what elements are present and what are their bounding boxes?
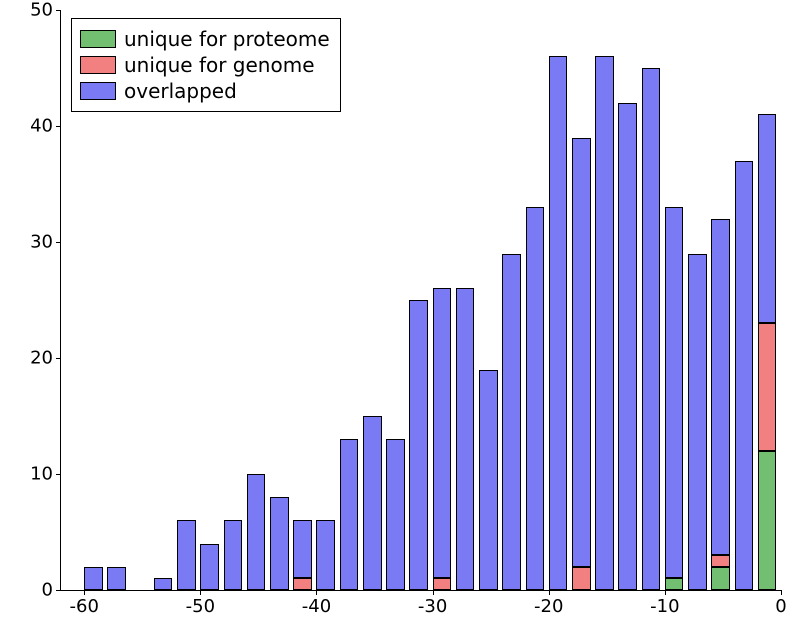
bar-segment-overlap <box>270 497 289 590</box>
bar-segment-overlap <box>247 474 266 590</box>
bar-segment-overlap <box>526 207 545 590</box>
xtick-label: -50 <box>186 590 215 617</box>
bar-segment-overlap <box>84 567 103 590</box>
legend-label: unique for proteome <box>124 27 330 51</box>
bar <box>711 10 730 590</box>
bar-segment-overlap <box>433 288 452 578</box>
xtick-label: -30 <box>418 590 447 617</box>
ytick-label: 40 <box>30 116 61 137</box>
bar-segment-overlap <box>200 544 219 590</box>
bar <box>549 10 568 590</box>
legend: unique for proteome unique for genome ov… <box>71 18 341 112</box>
bar-segment-overlap <box>177 520 196 590</box>
bar-segment-overlap <box>642 68 661 590</box>
legend-label: unique for genome <box>124 53 315 77</box>
bar-segment-genome <box>293 578 312 590</box>
bar-segment-overlap <box>316 520 335 590</box>
bar <box>572 10 591 590</box>
bar-segment-proteome <box>665 578 684 590</box>
legend-item: overlapped <box>80 79 330 103</box>
ytick-label: 30 <box>30 232 61 253</box>
bar <box>363 10 382 590</box>
legend-label: overlapped <box>124 79 237 103</box>
bar-segment-overlap <box>363 416 382 590</box>
bar-segment-overlap <box>572 138 591 567</box>
xtick-label: -10 <box>650 590 679 617</box>
ytick-label: 0 <box>42 580 61 601</box>
bar-segment-overlap <box>340 439 359 590</box>
bar-segment-proteome <box>758 451 777 590</box>
bar-segment-overlap <box>549 56 568 590</box>
bar-segment-overlap <box>502 254 521 590</box>
bar <box>456 10 475 590</box>
bar-segment-overlap <box>735 161 754 590</box>
bar <box>340 10 359 590</box>
bar-segment-overlap <box>711 219 730 555</box>
bar-segment-overlap <box>665 207 684 578</box>
bar <box>386 10 405 590</box>
bar <box>642 10 661 590</box>
bar-segment-overlap <box>154 578 173 590</box>
bar <box>479 10 498 590</box>
legend-swatch <box>80 56 116 74</box>
legend-item: unique for genome <box>80 53 330 77</box>
histogram-chart: unique for proteome unique for genome ov… <box>0 0 800 625</box>
bar-segment-overlap <box>479 370 498 590</box>
bar <box>502 10 521 590</box>
legend-item: unique for proteome <box>80 27 330 51</box>
bar <box>526 10 545 590</box>
bar <box>595 10 614 590</box>
bar-segment-overlap <box>224 520 243 590</box>
ytick-label: 10 <box>30 464 61 485</box>
bar <box>409 10 428 590</box>
xtick-label: -40 <box>302 590 331 617</box>
ytick-label: 20 <box>30 348 61 369</box>
ytick-label: 50 <box>30 0 61 21</box>
xtick-label: 0 <box>775 590 786 617</box>
bar-segment-overlap <box>409 300 428 590</box>
bar <box>688 10 707 590</box>
bar-segment-overlap <box>595 56 614 590</box>
bar-segment-overlap <box>386 439 405 590</box>
bar-segment-overlap <box>456 288 475 590</box>
xtick-label: -60 <box>70 590 99 617</box>
bar <box>433 10 452 590</box>
bar <box>665 10 684 590</box>
bar-segment-proteome <box>711 567 730 590</box>
bar-segment-genome <box>758 323 777 451</box>
bar-segment-overlap <box>618 103 637 590</box>
bar-segment-overlap <box>758 114 777 323</box>
bar <box>618 10 637 590</box>
bar <box>735 10 754 590</box>
legend-swatch <box>80 82 116 100</box>
plot-area: unique for proteome unique for genome ov… <box>60 10 781 591</box>
bar-segment-overlap <box>688 254 707 590</box>
bar-segment-genome <box>433 578 452 590</box>
xtick-label: -20 <box>534 590 563 617</box>
bar-segment-genome <box>572 567 591 590</box>
bar <box>758 10 777 590</box>
bar-segment-genome <box>711 555 730 567</box>
bar-segment-overlap <box>107 567 126 590</box>
legend-swatch <box>80 30 116 48</box>
bar-segment-overlap <box>293 520 312 578</box>
